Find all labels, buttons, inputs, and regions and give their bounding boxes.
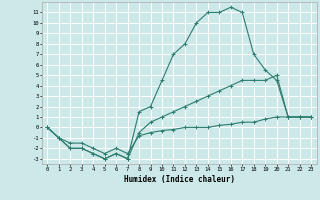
X-axis label: Humidex (Indice chaleur): Humidex (Indice chaleur) <box>124 175 235 184</box>
